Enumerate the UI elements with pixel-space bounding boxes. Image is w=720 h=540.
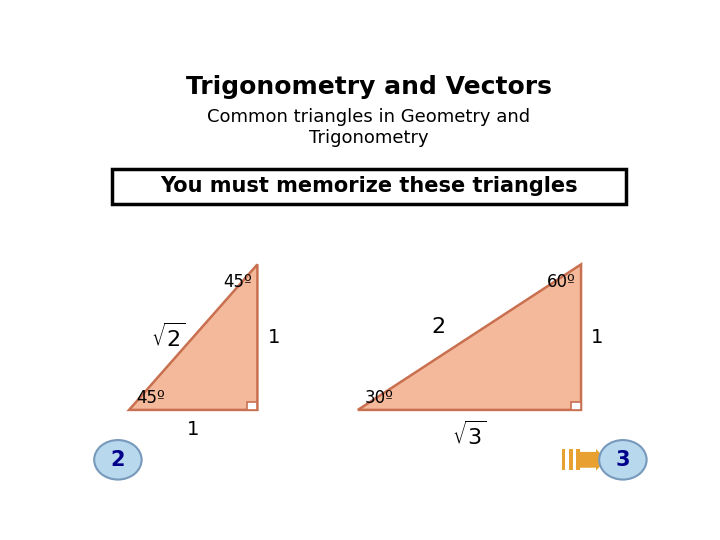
Bar (576, 449, 580, 470)
Text: 30º: 30º (364, 389, 393, 407)
Text: 2: 2 (432, 317, 446, 337)
Ellipse shape (599, 440, 647, 480)
Text: You must memorize these triangles: You must memorize these triangles (160, 177, 578, 197)
Text: 60º: 60º (546, 273, 575, 291)
Text: 1: 1 (187, 420, 199, 440)
Text: 3: 3 (616, 450, 630, 470)
Text: 1: 1 (591, 328, 603, 347)
Text: $\sqrt{3}$: $\sqrt{3}$ (452, 420, 487, 449)
Bar (562, 449, 565, 470)
Text: 45º: 45º (136, 389, 164, 407)
Text: $\sqrt{2}$: $\sqrt{2}$ (151, 323, 185, 352)
Polygon shape (248, 402, 258, 410)
Polygon shape (571, 402, 581, 410)
Text: Common triangles in Geometry and
Trigonometry: Common triangles in Geometry and Trigono… (207, 109, 531, 147)
Bar (112, 168, 626, 204)
Polygon shape (129, 265, 258, 410)
FancyArrow shape (578, 449, 606, 471)
Text: 45º: 45º (223, 273, 252, 291)
Text: Trigonometry and Vectors: Trigonometry and Vectors (186, 75, 552, 99)
Bar (569, 449, 572, 470)
Polygon shape (358, 265, 581, 410)
Ellipse shape (94, 440, 142, 480)
Text: 1: 1 (267, 328, 280, 347)
Text: 2: 2 (111, 450, 125, 470)
